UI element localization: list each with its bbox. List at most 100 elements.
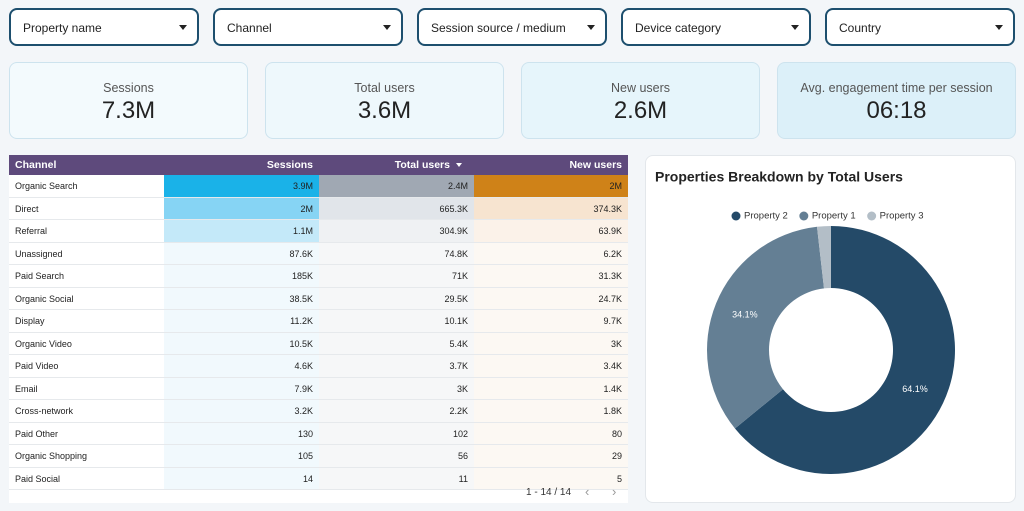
filter-dropdown[interactable]: Country (825, 8, 1015, 46)
header-text: Channel (15, 159, 57, 171)
chart-title: Properties Breakdown by Total Users (655, 169, 903, 185)
numeric-cell: 3K (319, 377, 474, 400)
chart-panel: Properties Breakdown by Total Users 64.1… (645, 155, 1016, 503)
channel-table: Channel Sessions Total users New users Organ… (9, 155, 628, 503)
scorecard: Total users 3.6M (265, 62, 504, 139)
dropdown-caret (383, 25, 391, 30)
legend-label: Property 2 (744, 211, 788, 222)
sort-icon (456, 163, 462, 168)
filter-label: Property name (23, 21, 102, 35)
legend-marker (799, 211, 809, 221)
numeric-cell: 3.9M (164, 175, 319, 198)
filter-label: Country (839, 21, 882, 35)
numeric-cell: 2.4M (319, 175, 474, 198)
header-text: Sessions (266, 159, 313, 171)
scorecard-label: Total users (354, 81, 415, 95)
numeric-cell: 304.9K (319, 220, 474, 243)
channel-cell: Organic Social (9, 287, 164, 310)
dropdown-caret (791, 25, 799, 30)
channel-cell: Organic Video (9, 332, 164, 355)
numeric-cell: 2M (164, 197, 319, 220)
numeric-cell: 14 (164, 467, 319, 490)
dropdown-caret (587, 25, 595, 30)
numeric-cell: 1.8K (474, 400, 628, 423)
dropdown-caret (995, 25, 1003, 30)
numeric-cell: 11.2K (164, 310, 319, 333)
column-header: Channel (9, 155, 164, 175)
scorecard: Avg. engagement time per session 06:18 (777, 62, 1016, 139)
numeric-cell: 11 (319, 467, 474, 490)
numeric-cell: 185K (164, 265, 319, 288)
numeric-cell: 6.2K (474, 242, 628, 265)
numeric-cell: 1.4K (474, 377, 628, 400)
scorecard-label: Sessions (103, 81, 154, 95)
scorecard-value: 2.6M (613, 97, 668, 124)
donut-slice (707, 226, 825, 429)
numeric-cell: 3.7K (319, 355, 474, 378)
legend-marker (731, 211, 741, 221)
scorecard-value: 3.6M (357, 97, 412, 124)
numeric-cell: 80 (474, 422, 628, 445)
numeric-cell: 74.8K (319, 242, 474, 265)
legend-label: Property 3 (880, 211, 924, 222)
numeric-cell: 1.1M (164, 220, 319, 243)
prev-page[interactable]: ‹ (585, 484, 590, 499)
numeric-cell: 2.2K (319, 400, 474, 423)
numeric-cell: 56 (319, 445, 474, 468)
numeric-cell: 31.3K (474, 265, 628, 288)
donut-slice (734, 226, 955, 474)
column-header[interactable]: Sessions (164, 155, 319, 175)
numeric-cell: 29 (474, 445, 628, 468)
channel-cell: Display (9, 310, 164, 333)
filter-dropdown[interactable]: Session source / medium (417, 8, 607, 46)
scorecard: Sessions 7.3M (9, 62, 248, 139)
filter-dropdown[interactable]: Device category (621, 8, 811, 46)
scorecard-value: 06:18 (866, 97, 927, 124)
channel-cell: Paid Video (9, 355, 164, 378)
scorecard-value: 7.3M (101, 97, 156, 124)
legend-label: Property 1 (812, 211, 856, 222)
numeric-cell: 9.7K (474, 310, 628, 333)
channel-cell: Organic Search (9, 175, 164, 198)
filter-dropdown[interactable]: Channel (213, 8, 403, 46)
numeric-cell: 5.4K (319, 332, 474, 355)
scorecard-label: Avg. engagement time per session (800, 81, 993, 95)
numeric-cell: 4.6K (164, 355, 319, 378)
numeric-cell: 29.5K (319, 287, 474, 310)
channel-cell: Organic Shopping (9, 445, 164, 468)
numeric-cell: 87.6K (164, 242, 319, 265)
numeric-cell: 102 (319, 422, 474, 445)
scorecard: New users 2.6M (521, 62, 760, 139)
filter-label: Session source / medium (431, 21, 566, 35)
numeric-cell: 10.1K (319, 310, 474, 333)
channel-cell: Paid Social (9, 467, 164, 490)
filter-dropdown[interactable]: Property name (9, 8, 199, 46)
numeric-cell: 24.7K (474, 287, 628, 310)
channel-cell: Direct (9, 197, 164, 220)
next-page[interactable]: › (612, 484, 617, 499)
dropdown-caret (179, 25, 187, 30)
filter-label: Device category (635, 21, 722, 35)
numeric-cell: 374.3K (474, 197, 628, 220)
header-text: New users (569, 159, 622, 171)
numeric-cell: 5 (474, 467, 628, 490)
legend-marker (867, 211, 877, 221)
numeric-cell: 63.9K (474, 220, 628, 243)
channel-cell: Cross-network (9, 400, 164, 423)
channel-cell: Referral (9, 220, 164, 243)
channel-cell: Paid Other (9, 422, 164, 445)
channel-cell: Paid Search (9, 265, 164, 288)
channel-cell: Email (9, 377, 164, 400)
column-header[interactable]: New users (474, 155, 628, 175)
numeric-cell: 2M (474, 175, 628, 198)
filter-label: Channel (227, 21, 272, 35)
numeric-cell: 38.5K (164, 287, 319, 310)
slice-label: 64.1% (902, 384, 928, 394)
channel-cell: Unassigned (9, 242, 164, 265)
donut-chart: Properties Breakdown by Total Users 64.1… (655, 169, 955, 474)
numeric-cell: 3K (474, 332, 628, 355)
column-header[interactable]: Total users (319, 155, 474, 175)
numeric-cell: 105 (164, 445, 319, 468)
scorecard-label: New users (610, 81, 671, 95)
